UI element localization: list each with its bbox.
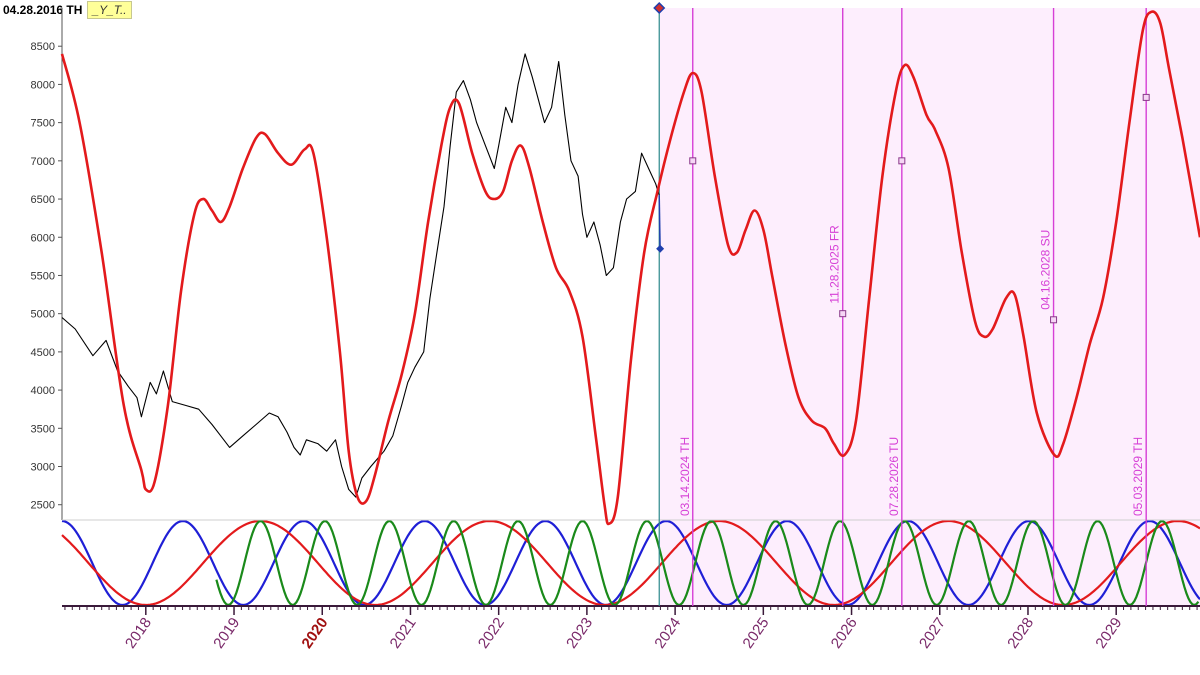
header-date: 04.28.2016 TH [3, 2, 83, 17]
header-tag[interactable]: _Y_T.. [87, 0, 132, 19]
y-tick-label: 3500 [31, 423, 55, 435]
y-tick-label: 6500 [31, 194, 55, 206]
x-year-label: 2025 [740, 615, 773, 652]
marker-labels: 03.14.2024 TH 11.28.2025 FR 07.28.2026 TU 0… [678, 93, 1150, 516]
chart-header: 04.28.2016 TH _Y_T.. [0, 0, 132, 19]
y-tick-label: 4000 [31, 385, 55, 397]
y-tick-label: 3000 [31, 462, 55, 474]
y-tick-label: 4500 [31, 347, 55, 359]
y-tick-label: 7000 [31, 156, 55, 168]
forecast-line [60, 10, 1200, 526]
marker-date-label: 11.28.2025 FR [828, 225, 842, 304]
y-tick-label: 7500 [31, 118, 55, 130]
y-tick-label: 8500 [31, 41, 55, 53]
price-tail-point [656, 244, 665, 253]
x-year-label: 2022 [475, 615, 508, 652]
cycle-wave-2 [61, 519, 1200, 607]
future-region [659, 8, 1200, 606]
y-tick-label: 8000 [31, 79, 55, 91]
x-year-label: 2028 [1004, 615, 1037, 652]
y-tick-label: 2500 [31, 500, 55, 512]
cycle-wave-3 [215, 519, 1200, 607]
marker-square [689, 157, 697, 165]
marker-date-label: 07.28.2026 TU [887, 437, 901, 516]
marker-square [898, 157, 906, 165]
marker-date-label: 03.14.2024 TH [678, 437, 692, 516]
cycle-panel [61, 519, 1200, 607]
x-year-label: 2020 [298, 615, 331, 652]
marker-date-label: 05.03.2029 TH [1131, 437, 1145, 516]
cycle-wave-1 [61, 519, 1200, 607]
marker-square [1050, 316, 1058, 324]
y-tick-label: 5000 [31, 309, 55, 321]
x-year-label: 2027 [916, 615, 949, 652]
x-year-label: 2018 [122, 615, 155, 652]
marker-date-label: 04.16.2028 SU [1039, 230, 1053, 310]
price-line [61, 53, 660, 498]
x-year-label: 2019 [210, 615, 243, 652]
y-tick-label: 5500 [31, 270, 55, 282]
price-tail-line [658, 195, 661, 249]
y-tick-label: 6000 [31, 232, 55, 244]
x-year-label: 2021 [387, 615, 420, 652]
marker-square [1142, 93, 1150, 101]
x-year-label: 2024 [651, 615, 684, 652]
cursor-handle[interactable] [653, 1, 666, 15]
marker-square [839, 310, 847, 318]
x-year-label: 2026 [828, 615, 861, 652]
series-layer [60, 10, 1200, 526]
x-year-label: 2029 [1092, 615, 1125, 652]
x-year-label: 2023 [563, 615, 596, 652]
marker-lines [653, 1, 1147, 606]
chart-background [659, 8, 1200, 606]
